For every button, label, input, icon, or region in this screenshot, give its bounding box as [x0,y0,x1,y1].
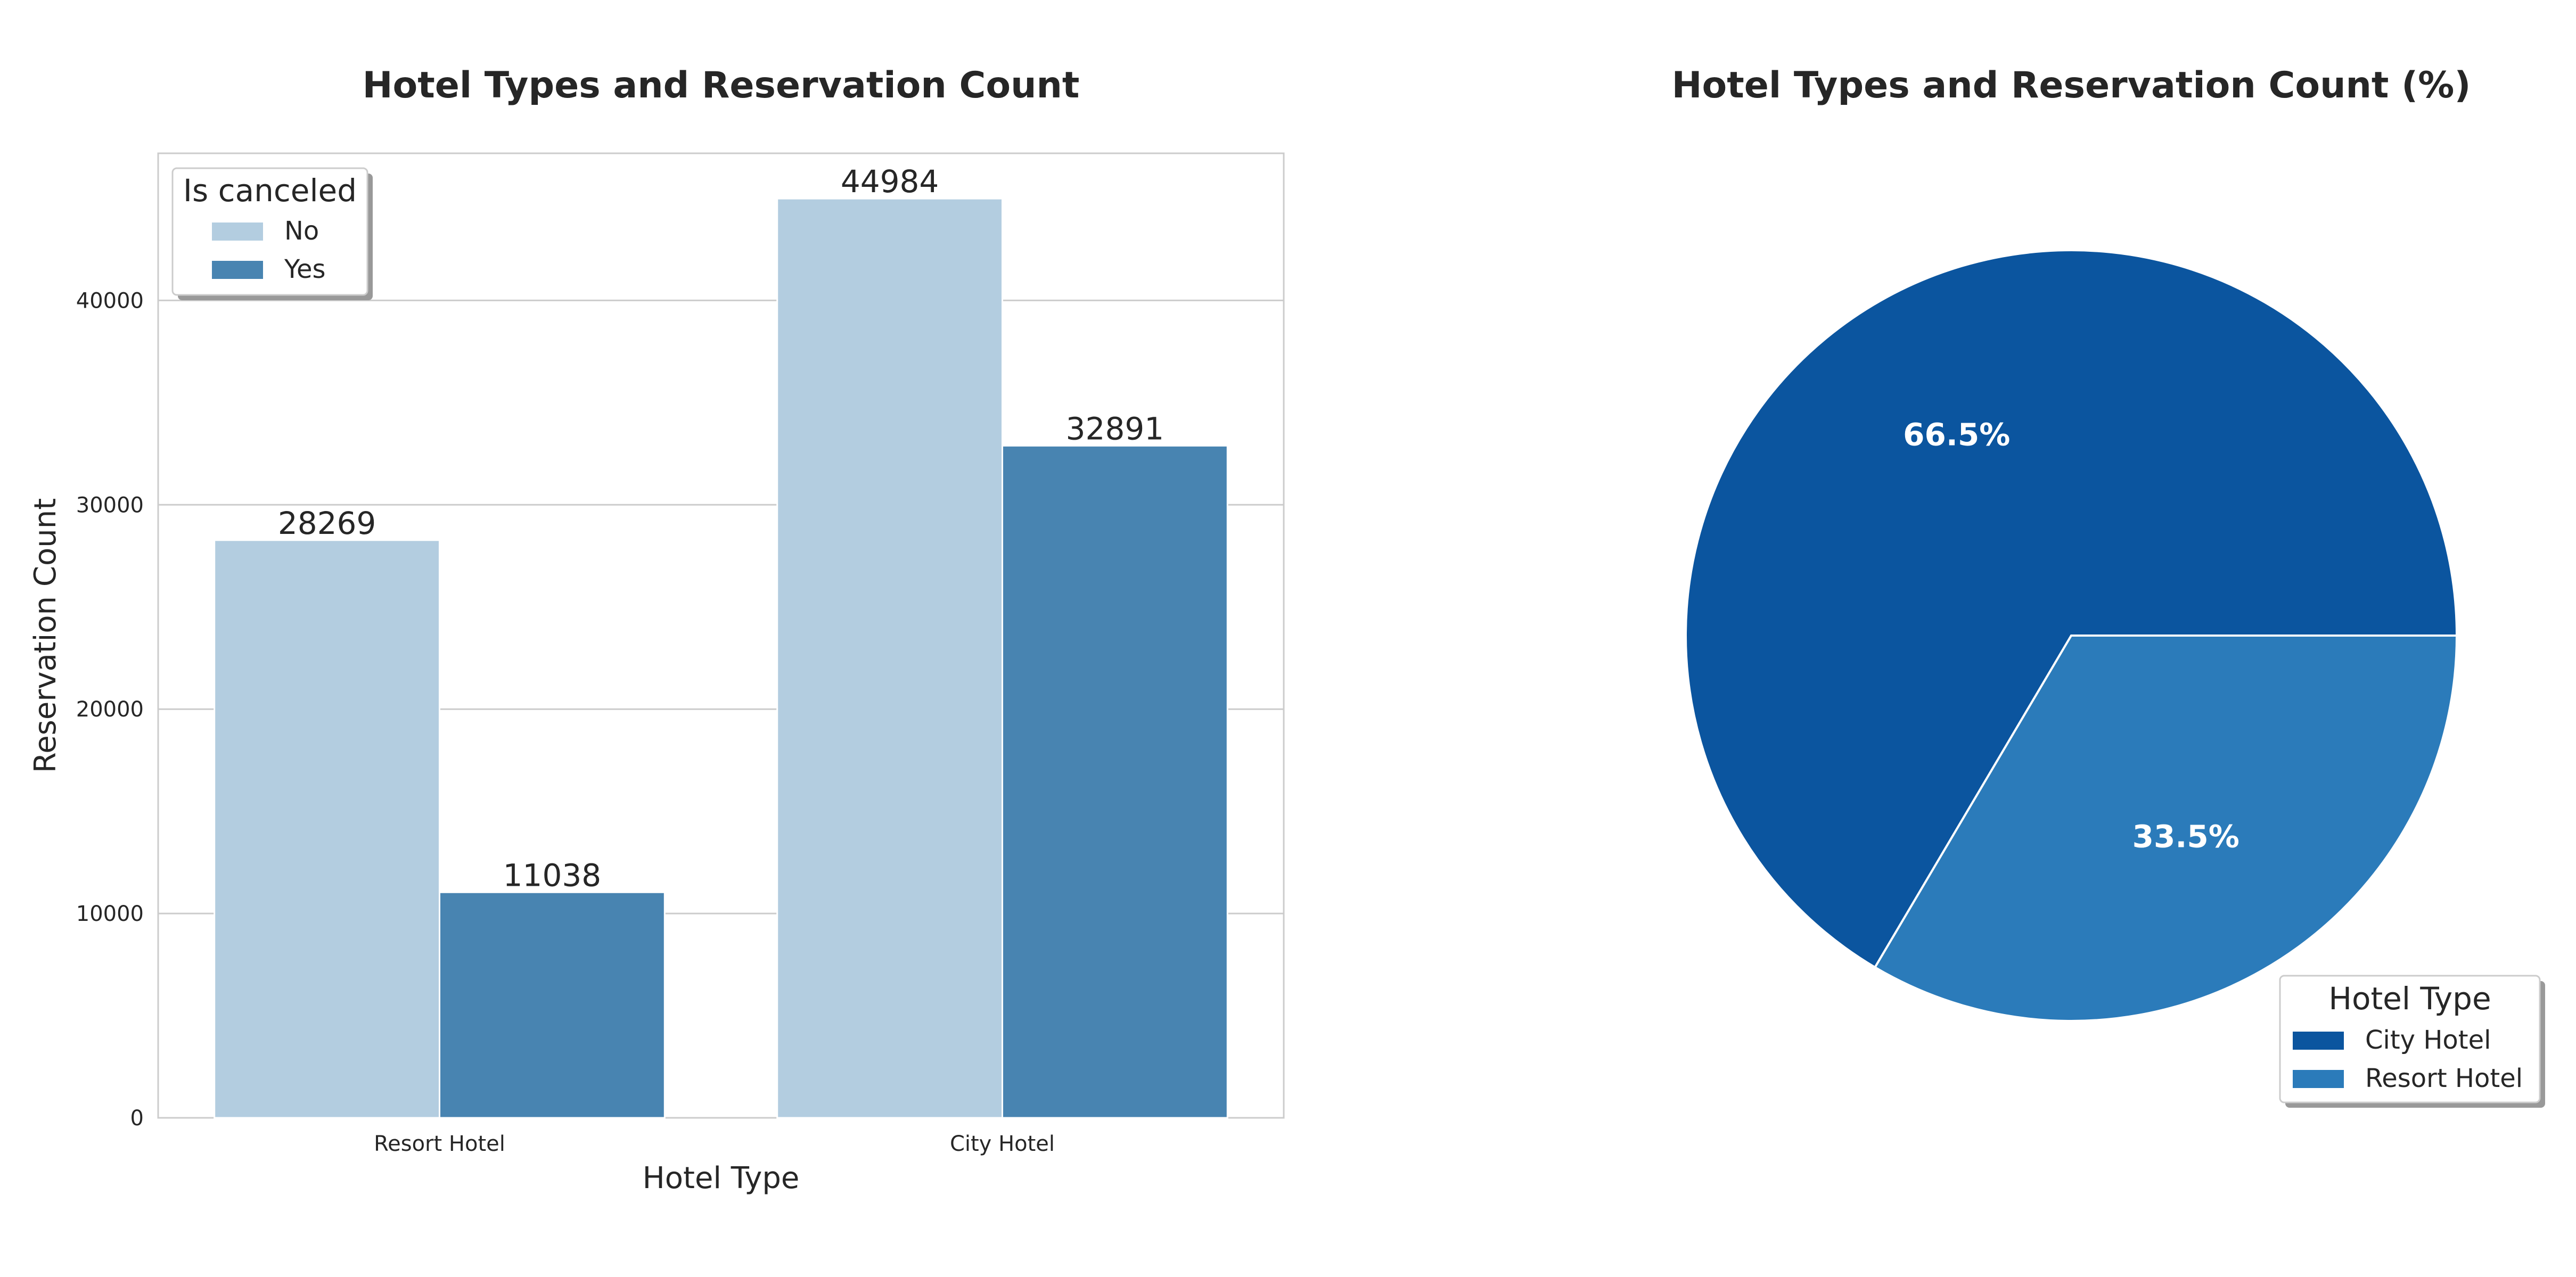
pie-legend: Hotel Type City Hotel Resort Hotel [2279,975,2545,1108]
bar-chart: Hotel Types and Reservation Count 0 10000… [28,64,1285,1196]
bar-value-label: 28269 [278,505,376,541]
bar-legend-label-no: No [284,216,319,246]
bar-series [214,197,1228,1119]
bar-legend-swatch-yes [212,261,263,279]
pie-legend-swatch-resort-hotel [2293,1070,2344,1088]
bar-value-label: 11038 [503,857,602,893]
bar-value-label: 44984 [841,163,939,200]
pie-slices [1685,249,2458,1022]
bar-y-tick-labels: 0 10000 20000 30000 40000 [76,289,144,1131]
bar-yes-resort-hotel [439,891,666,1119]
pie-legend-title: Hotel Type [2328,981,2491,1017]
bar-legend-title: Is canceled [183,172,357,209]
pie-legend-box [2279,975,2541,1103]
bar-y-tick-label: 10000 [76,902,144,926]
bar-no-city-hotel [776,197,1003,1119]
bar-value-label: 32891 [1066,410,1164,447]
bar-legend-swatch-no [212,223,263,241]
pie-chart-title: Hotel Types and Reservation Count (%) [1672,64,2471,106]
bar-legend: Is canceled No Yes [171,167,373,300]
bar-yes-city-hotel [1002,444,1228,1119]
bar-y-tick-label: 20000 [76,697,144,722]
pie-legend-label-resort-hotel: Resort Hotel [2365,1064,2523,1093]
pie-legend-swatch-city-hotel [2293,1032,2344,1050]
bar-legend-label-yes: Yes [284,254,325,284]
pie-slice-city-hotel [1685,249,2458,969]
bar-y-axis-label: Reservation Count [28,498,63,773]
bar-x-axis-label: Hotel Type [643,1161,800,1196]
pie-percent-labels: 66.5% 33.5% [1903,417,2239,855]
pie-percent-label: 66.5% [1903,417,2010,453]
bar-no-resort-hotel [214,539,440,1119]
bar-y-tick-label: 40000 [76,289,144,313]
bar-chart-title: Hotel Types and Reservation Count [363,64,1080,106]
bar-data-labels: 28269 11038 44984 32891 [278,163,1164,893]
bar-x-tick-label: Resort Hotel [374,1132,505,1156]
bar-x-tick-label: City Hotel [950,1132,1055,1156]
pie-slice-resort-hotel [1873,635,2458,1022]
bar-y-tick-label: 0 [130,1106,144,1131]
bar-y-tick-label: 30000 [76,493,144,517]
pie-percent-label: 33.5% [2132,818,2239,854]
bar-x-tick-labels: Resort Hotel City Hotel [374,1132,1055,1156]
pie-legend-label-city-hotel: City Hotel [2365,1025,2491,1055]
pie-chart: Hotel Types and Reservation Count (%) 66… [1672,64,2545,1108]
